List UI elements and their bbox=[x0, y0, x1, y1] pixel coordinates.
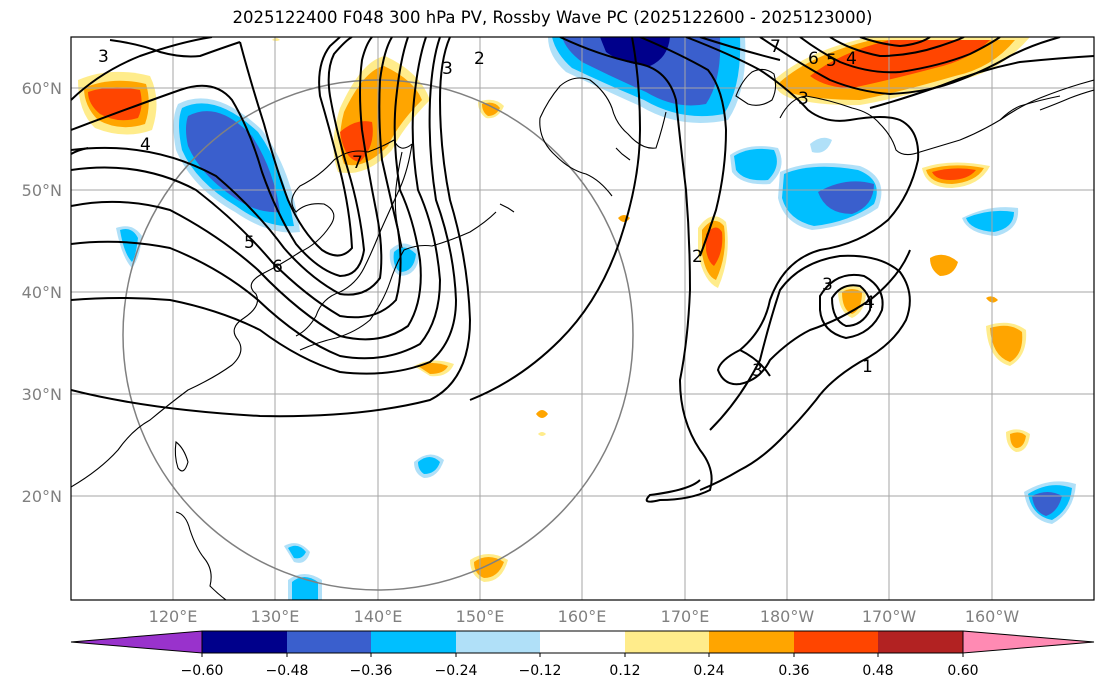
contour-label: 2 bbox=[692, 247, 703, 267]
colorbar-tick-label: −0.60 bbox=[181, 663, 224, 679]
positive-anomaly bbox=[536, 410, 548, 418]
positive-anomaly bbox=[482, 102, 500, 116]
lon-label: 180°W bbox=[760, 607, 815, 626]
longitude-labels: 120°E 130°E 140°E 150°E 160°E 170°E 180°… bbox=[149, 607, 1020, 626]
colorbar: −0.60 −0.48 −0.36 −0.24 −0.12 0.12 0.24 … bbox=[70, 630, 1095, 679]
colorbar-tick-label: −0.24 bbox=[435, 663, 478, 679]
colorbar-high-extension bbox=[962, 630, 1095, 654]
map-frame bbox=[70, 36, 1095, 601]
lon-label: 170°W bbox=[862, 607, 917, 626]
region-circle bbox=[122, 79, 634, 591]
colorbar-swatch bbox=[878, 631, 963, 653]
colorbar-tick-label: −0.12 bbox=[519, 663, 562, 679]
positive-anomaly bbox=[706, 227, 723, 266]
colorbar-swatch bbox=[287, 631, 371, 653]
contour-label: 6 bbox=[272, 257, 283, 277]
positive-anomaly bbox=[932, 168, 976, 180]
positive-anomaly bbox=[538, 432, 546, 436]
graticule bbox=[71, 37, 1094, 600]
contour-label: 4 bbox=[864, 293, 875, 313]
lat-label: 50°N bbox=[22, 181, 62, 200]
lat-label: 60°N bbox=[22, 79, 62, 98]
negative-anomaly bbox=[966, 210, 1014, 232]
contour-label: 5 bbox=[244, 233, 255, 253]
colorbar-tick-label: 0.24 bbox=[693, 663, 724, 679]
lon-label: 120°E bbox=[149, 607, 198, 626]
positive-anomaly bbox=[1010, 432, 1026, 448]
negative-anomaly bbox=[288, 545, 306, 559]
colorbar-tick-label: 0.48 bbox=[862, 663, 893, 679]
lon-label: 130°E bbox=[251, 607, 300, 626]
contour-label: 3 bbox=[822, 275, 833, 295]
contour-label: 2 bbox=[474, 49, 485, 69]
colorbar-swatch bbox=[625, 631, 709, 653]
contour-label: 3 bbox=[98, 47, 109, 67]
contour-label: 3 bbox=[752, 361, 763, 381]
negative-anomaly bbox=[292, 577, 318, 600]
negative-anomaly bbox=[1032, 492, 1062, 516]
contour-labels: 3 4 5 6 7 3 2 6 5 4 3 7 2 3 4 3 1 bbox=[98, 37, 875, 381]
lat-label: 20°N bbox=[22, 487, 62, 506]
colorbar-tick-label: 0.12 bbox=[609, 663, 640, 679]
colorbar-swatch bbox=[794, 631, 878, 653]
positive-anomaly bbox=[990, 325, 1023, 362]
negative-anomaly bbox=[810, 137, 832, 153]
lon-label: 160°W bbox=[965, 607, 1020, 626]
contour-label: 5 bbox=[826, 51, 837, 71]
colorbar-tick-label: 0.60 bbox=[947, 663, 978, 679]
colorbar-ticks bbox=[201, 653, 964, 657]
map-title: 2025122400 F048 300 hPa PV, Rossby Wave … bbox=[232, 8, 873, 27]
colorbar-swatch bbox=[456, 631, 540, 653]
latitude-labels: 60°N 50°N 40°N 30°N 20°N bbox=[22, 79, 62, 506]
positive-anomaly bbox=[272, 38, 280, 41]
colorbar-tick-label: −0.48 bbox=[266, 663, 309, 679]
lon-label: 150°E bbox=[456, 607, 505, 626]
negative-anomaly bbox=[393, 247, 416, 272]
map-plot-area: 3 4 5 6 7 3 2 6 5 4 3 7 2 3 4 3 1 bbox=[71, 37, 1094, 600]
colorbar-low-extension bbox=[70, 630, 203, 654]
negative-anomaly bbox=[734, 148, 777, 181]
colorbar-swatch bbox=[709, 631, 794, 653]
contour-label: 7 bbox=[770, 37, 781, 57]
colorbar-swatch bbox=[202, 631, 287, 653]
positive-anomaly bbox=[88, 87, 142, 121]
anomaly-shading bbox=[78, 37, 1076, 600]
positive-anomaly bbox=[810, 40, 990, 88]
pv-contours bbox=[71, 37, 1094, 503]
positive-anomaly bbox=[474, 557, 504, 578]
contour-label: 1 bbox=[862, 357, 873, 377]
negative-anomaly bbox=[186, 111, 280, 213]
lon-label: 170°E bbox=[661, 607, 710, 626]
lon-label: 140°E bbox=[354, 607, 403, 626]
contour-label: 3 bbox=[798, 89, 809, 109]
contour-label: 3 bbox=[442, 59, 453, 79]
colorbar-tick-label: 0.36 bbox=[778, 663, 809, 679]
contour-label: 4 bbox=[846, 49, 857, 69]
contour-label: 6 bbox=[808, 49, 819, 69]
lat-label: 30°N bbox=[22, 385, 62, 404]
colorbar-swatch bbox=[540, 631, 625, 653]
contour-label: 7 bbox=[352, 153, 363, 173]
lat-label: 40°N bbox=[22, 283, 62, 302]
negative-anomaly bbox=[120, 229, 138, 262]
colorbar-tick-label: −0.36 bbox=[350, 663, 393, 679]
negative-anomaly bbox=[418, 457, 440, 474]
contour-label: 4 bbox=[140, 135, 151, 155]
colorbar-outline bbox=[201, 630, 964, 654]
positive-anomaly bbox=[418, 363, 448, 374]
positive-anomaly bbox=[930, 254, 958, 276]
colorbar-swatch bbox=[371, 631, 456, 653]
lon-label: 160°E bbox=[558, 607, 607, 626]
